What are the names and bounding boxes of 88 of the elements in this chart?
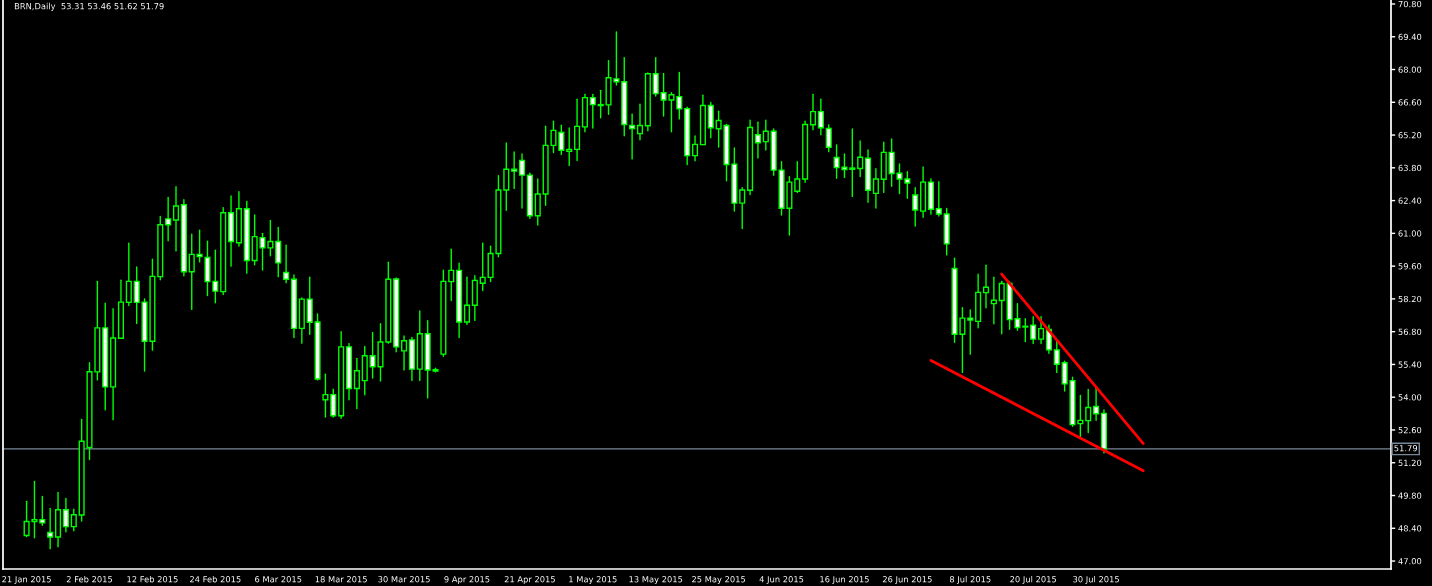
x-tick-label: 4 Jun 2015 [759, 576, 804, 584]
candlestick [401, 335, 408, 371]
candlestick [353, 357, 360, 410]
candlestick [636, 103, 644, 141]
candlestick [275, 226, 282, 278]
y-tick-label: 61.00 [1398, 230, 1422, 237]
x-tick-label: 16 Jun 2015 [820, 576, 869, 584]
candlestick [479, 242, 486, 292]
candlestick [196, 229, 203, 263]
candlestick [503, 142, 510, 211]
y-tick-label: 54.00 [1398, 394, 1422, 401]
candlestick [857, 140, 864, 178]
candlestick [125, 242, 132, 307]
candlestick [574, 98, 581, 162]
candlestick [165, 196, 172, 242]
candlestick [463, 276, 471, 326]
candlestick [518, 153, 526, 209]
candlestick [754, 121, 762, 159]
candlestick [306, 276, 313, 335]
x-tick-label: 18 Mar 2015 [315, 576, 367, 583]
x-tick-label: 26 Jun 2015 [882, 576, 932, 584]
candlestick [817, 98, 824, 136]
candlestick [691, 135, 699, 162]
candlestick [912, 187, 919, 227]
candlestick [872, 168, 879, 209]
x-tick-label: 8 Jul 2015 [949, 575, 991, 584]
y-tick-label: 63.80 [1398, 164, 1422, 172]
candlestick [322, 373, 329, 418]
y-tick-label: 65.20 [1398, 132, 1422, 139]
candlestick [188, 233, 195, 311]
x-tick-label: 25 May 2015 [692, 576, 746, 585]
candlestick [1037, 315, 1045, 345]
candlestick [935, 180, 942, 217]
candlestick [1053, 340, 1060, 374]
candlestick [511, 151, 518, 190]
y-tick-label: 70.80 [1398, 0, 1422, 8]
candlestick [739, 187, 746, 230]
x-tick-label: 2 Feb 2015 [66, 575, 113, 583]
y-tick-label: 49.80 [1398, 492, 1422, 499]
candlestick [283, 244, 290, 284]
candlestick [566, 127, 573, 167]
x-tick-label: 6 Mar 2015 [255, 576, 302, 583]
candlestick [676, 71, 683, 120]
candlestick [172, 186, 180, 252]
ref-line-label: 51.79 [1394, 445, 1418, 452]
candlestick [809, 93, 817, 131]
y-tick-label: 58.20 [1398, 295, 1422, 303]
candlestick [62, 497, 69, 533]
candlestick [70, 508, 77, 532]
y-tick-label: 59.60 [1398, 263, 1422, 270]
x-tick-label: 12 Feb 2015 [127, 575, 178, 583]
y-tick-label: 62.40 [1398, 197, 1422, 204]
candlestick [967, 309, 974, 355]
y-tick-label: 51.20 [1398, 459, 1422, 467]
x-tick-label: 13 May 2015 [629, 576, 683, 585]
candlestick [982, 264, 990, 309]
candlestick [1030, 315, 1037, 345]
y-tick-label: 52.60 [1398, 426, 1422, 434]
candlestick [629, 113, 636, 160]
candlestick [448, 248, 455, 302]
y-tick-label: 69.40 [1398, 33, 1422, 41]
y-tick-label: 55.40 [1398, 361, 1422, 368]
candlestick [825, 124, 832, 153]
x-tick-label: 30 Jul 2015 [1073, 575, 1119, 584]
y-tick-label: 47.00 [1398, 558, 1422, 565]
candlestick [1085, 388, 1092, 434]
candlestick [794, 161, 801, 194]
candlestick [534, 178, 541, 226]
candlestick [330, 388, 337, 418]
y-tick-label: 66.60 [1398, 99, 1422, 106]
chart-title: BRN,Daily 53.31 53.46 51.62 51.79 [14, 2, 164, 11]
x-tick-label: 21 Apr 2015 [504, 576, 555, 585]
candlestick [47, 507, 54, 550]
x-tick-label: 30 Mar 2015 [378, 576, 430, 583]
x-tick-label: 20 Jul 2015 [1010, 575, 1057, 584]
x-tick-label: 1 May 2015 [569, 576, 617, 585]
y-tick-label: 56.80 [1398, 328, 1422, 335]
candlestick [707, 101, 714, 139]
candlestick [998, 280, 1005, 335]
x-tick-label: 21 Jan 2015 [2, 576, 51, 584]
candlestick [762, 119, 769, 151]
y-tick-label: 48.40 [1398, 525, 1422, 532]
x-tick-label: 9 Apr 2015 [444, 576, 490, 585]
candlestick [652, 56, 659, 97]
candlestick [589, 93, 596, 129]
x-tick-label: 24 Feb 2015 [190, 575, 241, 583]
y-tick-label: 68.00 [1398, 66, 1422, 73]
candlestick [1093, 386, 1100, 422]
